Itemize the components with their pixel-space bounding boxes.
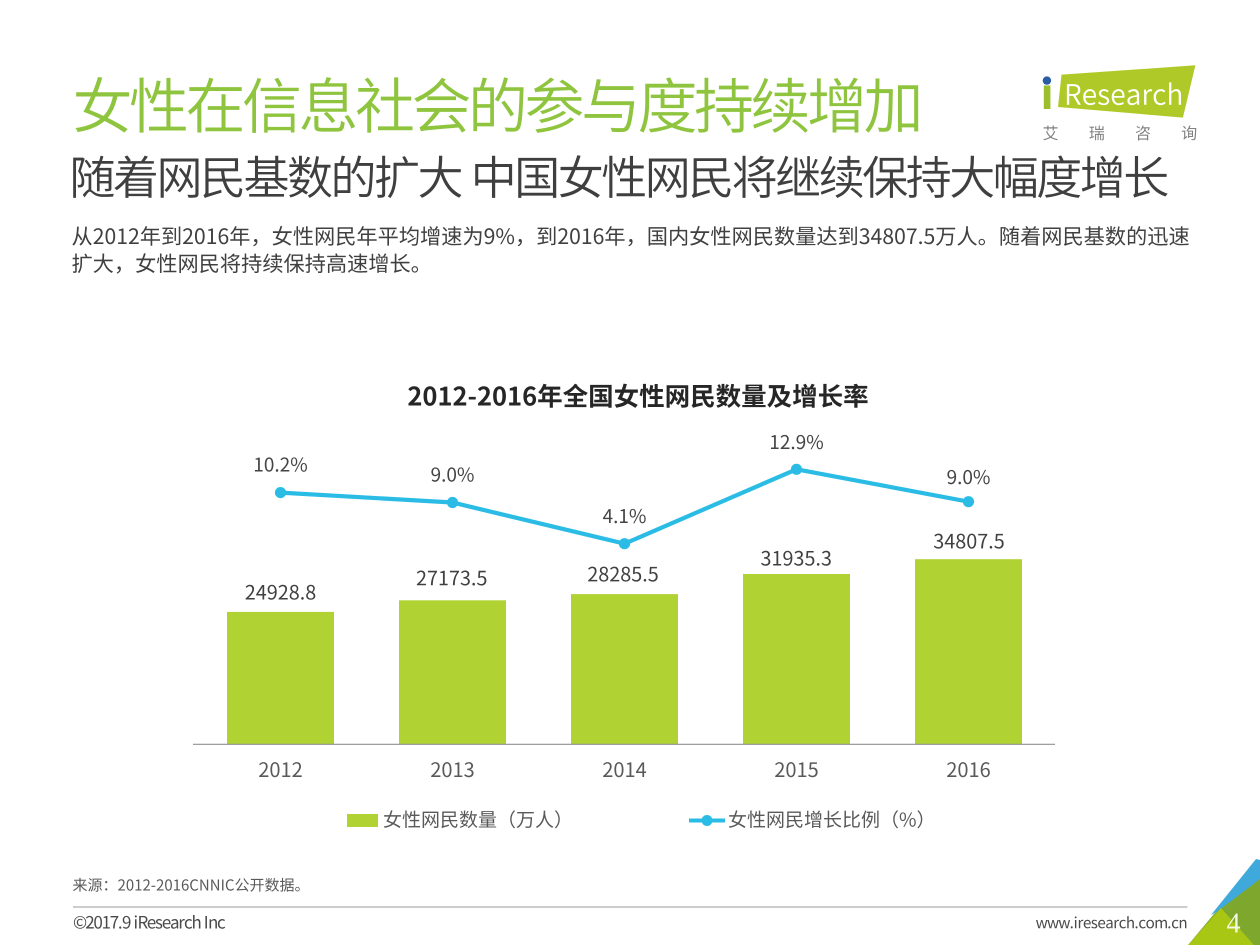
svg-text:4: 4 xyxy=(1227,909,1241,940)
